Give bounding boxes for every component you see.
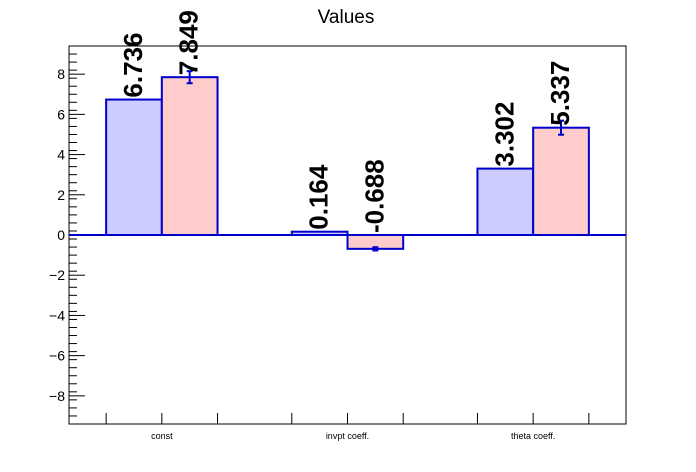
x-tick-label: invpt coeff. (326, 431, 369, 441)
value-label: 0.164 (304, 164, 334, 230)
y-tick-label: −4 (49, 307, 65, 323)
y-tick-label: 0 (57, 227, 65, 243)
y-tick-label: −6 (49, 348, 65, 364)
value-label: 5.337 (545, 61, 575, 126)
y-tick-label: 8 (57, 66, 65, 82)
bar (160, 76, 219, 236)
x-tick-label: theta coeff. (511, 431, 555, 441)
y-tick-label: 2 (57, 187, 65, 203)
value-label: 6.736 (118, 32, 148, 97)
value-label: 7.849 (174, 10, 204, 75)
y-tick-label: −2 (49, 267, 65, 283)
y-axis: −8 −6 −4 −2 0 2 4 6 8 (49, 53, 85, 417)
x-tick-label: const (151, 431, 173, 441)
error-bars (186, 70, 565, 252)
y-tick-label: 6 (57, 106, 65, 122)
x-axis: const invpt coeff. theta coeff. (105, 413, 590, 441)
value-label: -0.688 (359, 159, 389, 233)
y-tick-label: 4 (57, 147, 65, 163)
bar (476, 167, 535, 236)
bars (105, 76, 590, 250)
bar (532, 126, 590, 236)
bar (105, 98, 163, 237)
chart-title: Values (318, 7, 375, 28)
y-tick-label: −8 (49, 388, 65, 404)
value-labels: 6.736 0.164 3.302 7.849 -0.688 5.337 (118, 10, 575, 233)
value-label: 3.302 (489, 102, 519, 167)
